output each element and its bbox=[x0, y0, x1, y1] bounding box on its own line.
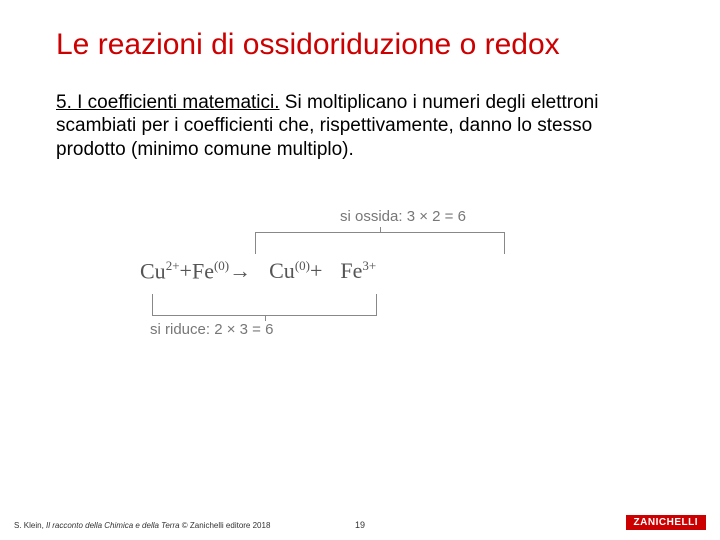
arrow: → bbox=[229, 258, 251, 284]
reduction-bracket bbox=[152, 294, 377, 316]
footer-copyright: © Zanichelli editore 2018 bbox=[180, 521, 271, 530]
reduction-label: si riduce: 2 × 3 = 6 bbox=[150, 321, 273, 338]
body-paragraph: 5. I coefficienti matematici. Si moltipl… bbox=[56, 91, 664, 162]
reaction-diagram: si ossida: 3 × 2 = 6 Cu2+ + Fe(0) → Cu(0… bbox=[140, 202, 580, 340]
footer-author: S. Klein, bbox=[14, 521, 46, 530]
species-cu2plus: Cu2+ bbox=[140, 258, 180, 284]
publisher-logo: ZANICHELLI bbox=[626, 515, 706, 530]
lead-underline: 5. I coefficienti matematici. bbox=[56, 92, 280, 113]
species-fe0: Fe(0) bbox=[192, 258, 229, 284]
plus-1: + bbox=[180, 258, 192, 284]
species-fe3plus: Fe3+ bbox=[322, 258, 376, 284]
footer: S. Klein, Il racconto della Chimica e de… bbox=[0, 510, 720, 530]
slide: Le reazioni di ossidoriduzione o redox 5… bbox=[0, 0, 720, 540]
footer-work: Il racconto della Chimica e della Terra bbox=[46, 521, 180, 530]
species-cu0: Cu(0) bbox=[251, 258, 310, 284]
footer-citation: S. Klein, Il racconto della Chimica e de… bbox=[14, 521, 270, 530]
slide-title: Le reazioni di ossidoriduzione o redox bbox=[56, 28, 664, 63]
plus-2: + bbox=[310, 258, 322, 284]
page-number: 19 bbox=[355, 520, 365, 530]
equation: Cu2+ + Fe(0) → Cu(0) + Fe3+ bbox=[140, 202, 580, 340]
